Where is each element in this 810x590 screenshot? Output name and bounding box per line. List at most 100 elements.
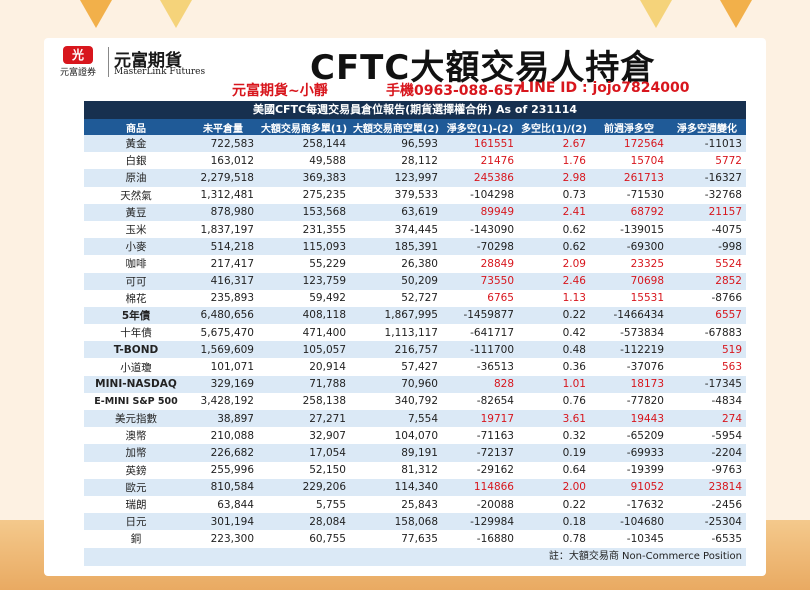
cell-chg: 5524 xyxy=(668,255,746,273)
cell-oi: 217,417 xyxy=(188,255,258,273)
cell-oi: 2,279,518 xyxy=(188,169,258,187)
cell-name: 白銀 xyxy=(84,152,188,170)
table-row: T-BOND 1,569,609 105,057 216,757 -111700 0.48… xyxy=(84,341,746,359)
contact-agent: 元富期貨~小靜 xyxy=(232,83,328,99)
cell-prev: -17632 xyxy=(590,495,668,514)
table-row: 日元 301,194 28,084 158,068 -129984 0.18 -104680… xyxy=(84,513,746,531)
cell-prev: 15704 xyxy=(590,152,668,170)
cell-ratio: 1.76 xyxy=(518,152,590,170)
cell-net: 161551 xyxy=(442,135,518,153)
cell-name: 原油 xyxy=(84,169,188,187)
cell-short: 57,427 xyxy=(350,358,442,376)
cell-long: 258,138 xyxy=(258,392,350,410)
cell-long: 105,057 xyxy=(258,341,350,359)
cell-ratio: 2.00 xyxy=(518,478,590,496)
cell-short: 89,191 xyxy=(350,444,442,462)
cell-long: 71,788 xyxy=(258,375,350,393)
cell-name: 澳幣 xyxy=(84,427,188,445)
cell-short: 77,635 xyxy=(350,530,442,548)
cell-ratio: 0.62 xyxy=(518,238,590,256)
cell-chg: -4075 xyxy=(668,220,746,239)
cell-net: 28849 xyxy=(442,255,518,273)
cell-short: 25,843 xyxy=(350,495,442,514)
cell-chg: -6535 xyxy=(668,530,746,548)
table-row: 小麥 514,218 115,093 185,391 -70298 0.62 -69300-… xyxy=(84,238,746,256)
cell-oi: 3,428,192 xyxy=(188,392,258,410)
cell-net: 828 xyxy=(442,375,518,393)
cell-long: 17,054 xyxy=(258,444,350,462)
cell-name: 可可 xyxy=(84,272,188,290)
cell-short: 340,792 xyxy=(350,392,442,410)
logo-subtitle: 元富證券 xyxy=(59,68,96,78)
cell-prev: -69933 xyxy=(590,444,668,462)
table-row: 咖啡 217,417 55,229 26,380 28849 2.09 23325 5524 xyxy=(84,255,746,273)
cell-name: 天然氣 xyxy=(84,186,188,204)
cell-name: 5年債 xyxy=(84,306,188,325)
cell-long: 115,093 xyxy=(258,238,350,256)
brand-name-en: MasterLink Futures xyxy=(114,67,206,77)
cell-short: 1,113,117 xyxy=(350,324,442,342)
cell-prev: -37076 xyxy=(590,358,668,376)
contact-phone: 手機0963-088-657 xyxy=(386,83,524,99)
cell-net: -29162 xyxy=(442,461,518,479)
cell-long: 231,355 xyxy=(258,220,350,239)
footnote: 註：大額交易商 Non-Commerce Position xyxy=(84,547,746,566)
table-row: 玉米 1,837,197 231,355 374,445 -143090 0.62 -139… xyxy=(84,220,746,239)
column-header: 前週淨多空 xyxy=(590,119,668,135)
cell-chg: -998 xyxy=(668,238,746,256)
column-header: 淨多空(1)-(2) xyxy=(442,119,518,135)
cell-short: 185,391 xyxy=(350,238,442,256)
cell-chg: -2204 xyxy=(668,444,746,462)
cell-net: 89949 xyxy=(442,203,518,221)
decoration-flag xyxy=(640,0,672,28)
cell-net: 21476 xyxy=(442,152,518,170)
cell-ratio: 1.01 xyxy=(518,375,590,393)
cell-short: 70,960 xyxy=(350,375,442,393)
cell-short: 26,380 xyxy=(350,255,442,273)
cell-short: 379,533 xyxy=(350,186,442,204)
cell-net: -104298 xyxy=(442,186,518,204)
cell-name: 咖啡 xyxy=(84,255,188,273)
column-header: 商品 xyxy=(84,119,188,135)
decoration-flag xyxy=(160,0,192,28)
cell-net: -1459877 xyxy=(442,306,518,325)
contact-line: LINE ID : jojo7824000 xyxy=(520,80,690,96)
cell-prev: -69300 xyxy=(590,238,668,256)
cell-name: MINI-NASDAQ xyxy=(84,375,188,393)
cell-name: 十年債 xyxy=(84,324,188,342)
cell-net: 114866 xyxy=(442,478,518,496)
table-row: 黃金 722,583 258,144 96,593 161551 2.67 172564 -1… xyxy=(84,135,746,153)
cftc-table-wrapper: 美國CFTC每週交易員倉位報告(期貨選擇權合併) As of 231114 商品… xyxy=(84,101,746,566)
cell-oi: 722,583 xyxy=(188,135,258,153)
cell-ratio: 2.67 xyxy=(518,135,590,153)
cell-ratio: 2.41 xyxy=(518,203,590,221)
table-row: 瑞朗 63,844 5,755 25,843 -20088 0.22 -17632 -2456 xyxy=(84,495,746,514)
cell-chg: -11013 xyxy=(668,135,746,153)
cell-short: 123,997 xyxy=(350,169,442,187)
cell-prev: -71530 xyxy=(590,186,668,204)
decoration-flag xyxy=(720,0,752,28)
cell-oi: 223,300 xyxy=(188,530,258,548)
table-row: 小道瓊 101,071 20,914 57,427 -36513 0.36 -37076 56… xyxy=(84,358,746,376)
table-row: 澳幣 210,088 32,907 104,070 -71163 0.32 -65209 -5… xyxy=(84,427,746,445)
cell-ratio: 0.78 xyxy=(518,530,590,548)
cell-oi: 1,312,481 xyxy=(188,186,258,204)
cell-ratio: 0.62 xyxy=(518,220,590,239)
cell-name: 美元指數 xyxy=(84,410,188,428)
cell-chg: 5772 xyxy=(668,152,746,170)
cell-name: 歐元 xyxy=(84,478,188,496)
report-card: 光 元富證券 元富期貨 MasterLink Futures CFTC大額交易人… xyxy=(44,38,766,576)
cell-ratio: 1.13 xyxy=(518,289,590,307)
table-row: 銅 223,300 60,755 77,635 -16880 0.78 -10345 -653… xyxy=(84,530,746,548)
cell-chg: -2456 xyxy=(668,495,746,514)
table-row: 歐元 810,584 229,206 114,340 114866 2.00 91052 23… xyxy=(84,478,746,496)
cell-ratio: 0.73 xyxy=(518,186,590,204)
cell-oi: 5,675,470 xyxy=(188,324,258,342)
cell-oi: 6,480,656 xyxy=(188,306,258,325)
cell-net: -143090 xyxy=(442,220,518,239)
cell-long: 28,084 xyxy=(258,513,350,531)
cell-net: -82654 xyxy=(442,392,518,410)
cell-prev: -112219 xyxy=(590,341,668,359)
cell-ratio: 0.76 xyxy=(518,392,590,410)
cell-oi: 163,012 xyxy=(188,152,258,170)
